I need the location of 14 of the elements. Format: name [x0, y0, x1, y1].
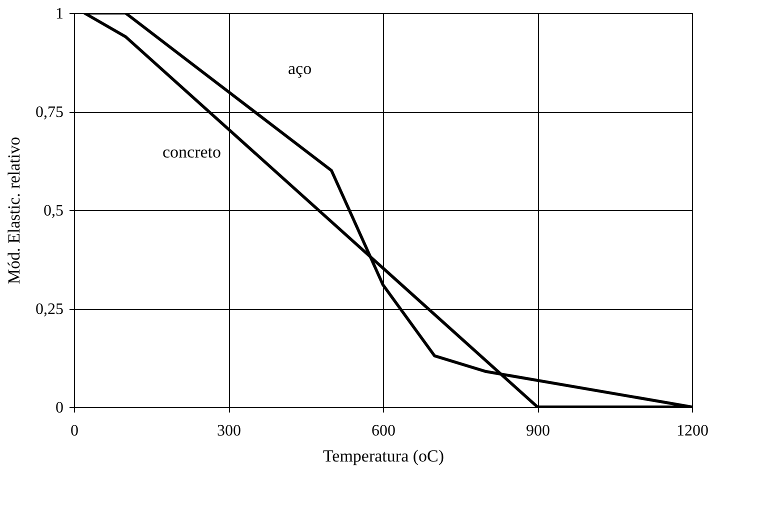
- y-tick-label: 0,75: [36, 104, 64, 121]
- text: aço: [288, 59, 312, 78]
- y-tick-label: 0,25: [36, 301, 64, 318]
- series-label: concreto: [162, 142, 222, 162]
- x-tick-label: 0: [70, 422, 78, 440]
- y-tick-label: 1: [56, 6, 64, 22]
- x-tick-label: 1200: [676, 422, 708, 440]
- x-axis-title: Temperatura (oC): [322, 446, 444, 466]
- y-axis-title: Mód. Elastic. relativo: [4, 136, 24, 284]
- x-tick-label: 600: [372, 422, 396, 440]
- y-tick-label: 0,5: [44, 202, 64, 220]
- y-tick-label: 0: [56, 400, 64, 416]
- x-tick-label: 300: [217, 422, 241, 440]
- x-tick-label: 900: [526, 422, 550, 440]
